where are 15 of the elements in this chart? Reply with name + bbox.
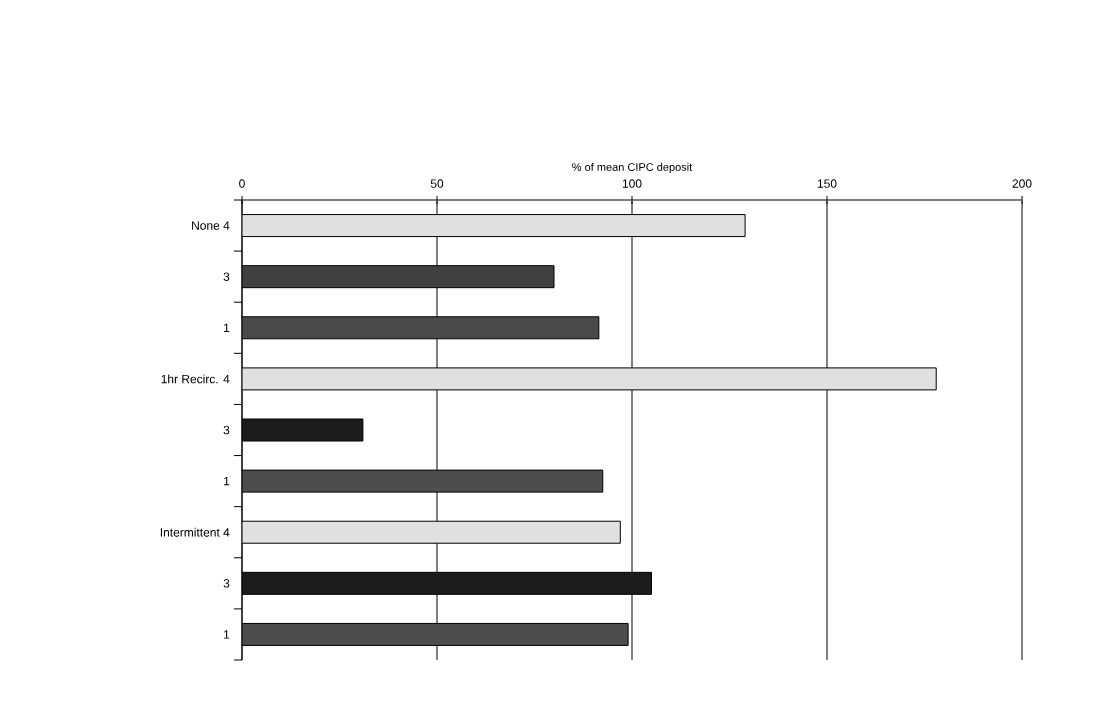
- y-tick-label: 1hr Recirc. 4: [161, 374, 230, 384]
- x-tick-label: 150: [817, 179, 837, 188]
- x-tick-label: 50: [430, 179, 444, 188]
- x-tick-label: 100: [622, 179, 642, 188]
- x-tick-label: 200: [1012, 179, 1032, 188]
- y-tick-label: 3: [223, 579, 230, 588]
- y-tick-label: 3: [223, 272, 230, 281]
- y-tick-label: 1: [224, 323, 230, 332]
- y-tick-label: Intermittent 4: [160, 527, 230, 537]
- x-axis-title: % of mean CIPC deposit: [572, 162, 693, 174]
- x-tick-label: 0: [239, 179, 245, 188]
- y-tick-label: 1: [224, 477, 230, 486]
- y-tick-label: 3: [223, 425, 230, 435]
- y-tick-label: 1: [224, 630, 230, 639]
- y-tick-label: None 4: [192, 221, 230, 230]
